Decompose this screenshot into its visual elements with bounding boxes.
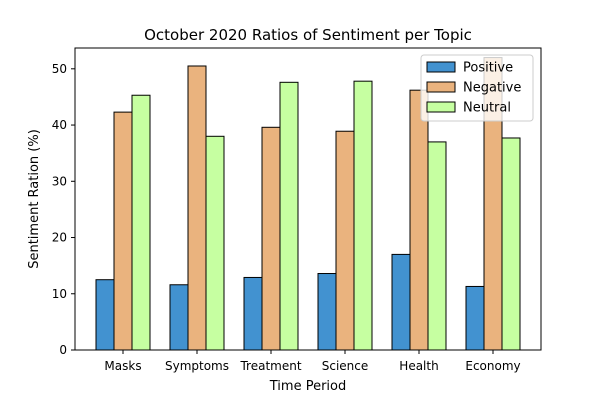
legend: Positive Negative Neutral (420, 54, 534, 122)
legend-swatch-positive (426, 61, 456, 73)
y-tick-label: 30 (52, 174, 67, 188)
x-tick-label: Science (322, 359, 369, 373)
plot-frame (74, 47, 542, 351)
bar-positive-science (317, 273, 337, 351)
x-tick-label: Health (399, 359, 438, 373)
bar-negative-masks (113, 111, 133, 351)
axes-layer: 0 10 20 30 40 50 Masks Symptoms Treatment Science… (52, 62, 521, 373)
y-tick-label: 50 (52, 62, 67, 76)
bar-positive-treatment (243, 276, 263, 351)
x-tick-label: Economy (465, 359, 520, 373)
legend-label-positive: Positive (463, 61, 513, 76)
chart-title: October 2020 Ratios of Sentiment per Top… (144, 26, 472, 44)
bar-neutral-science (353, 80, 373, 351)
legend-swatch-neutral (426, 101, 456, 113)
bar-neutral-masks (131, 94, 151, 351)
x-tick-label: Masks (104, 359, 141, 373)
x-tick-label: Treatment (239, 359, 301, 373)
bar-positive-masks (95, 279, 115, 351)
y-tick-label: 40 (52, 118, 67, 132)
x-axis-label: Time Period (269, 379, 346, 394)
bar-neutral-economy (501, 137, 521, 351)
y-axis-label: Sentiment Ration (%) (27, 129, 42, 269)
y-tick-label: 20 (52, 231, 67, 245)
bar-neutral-symptoms (205, 135, 225, 351)
x-tick-label: Symptoms (165, 359, 229, 373)
legend-label-neutral: Neutral (463, 101, 511, 116)
bar-positive-symptoms (169, 284, 189, 351)
bar-negative-health (409, 89, 429, 351)
bar-positive-health (391, 253, 411, 351)
bar-neutral-health (427, 141, 447, 351)
bar-negative-treatment (261, 126, 281, 351)
legend-label-negative: Negative (463, 81, 521, 96)
y-tick-label: 10 (52, 287, 67, 301)
legend-swatch-negative (426, 81, 456, 93)
bar-neutral-treatment (279, 81, 299, 351)
bar-positive-economy (465, 285, 485, 351)
bar-negative-symptoms (187, 65, 207, 351)
y-tick-label: 0 (59, 343, 67, 357)
bar-negative-science (335, 130, 355, 351)
